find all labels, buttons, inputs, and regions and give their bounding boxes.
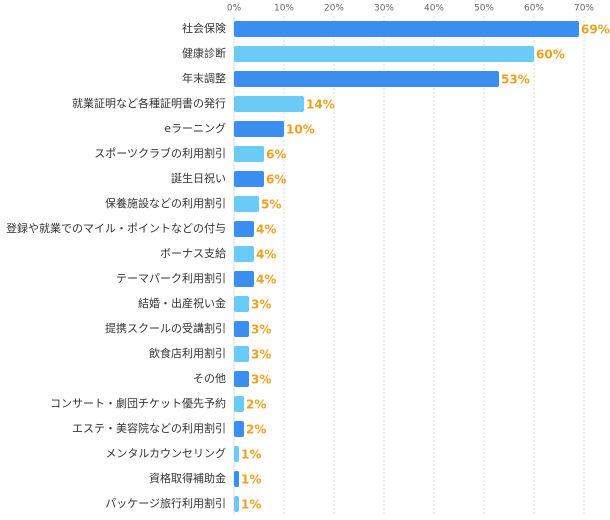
- bar: [234, 421, 244, 437]
- category-label: 誕生日祝い: [171, 171, 226, 185]
- category-label: 就業証明など各種証明書の発行: [72, 96, 226, 110]
- bar: [234, 496, 239, 512]
- bar: [234, 21, 579, 37]
- value-label: 69%: [581, 23, 610, 37]
- value-label: 6%: [266, 148, 286, 162]
- x-tick-label: 30%: [374, 4, 394, 14]
- bar: [234, 71, 499, 87]
- value-label: 60%: [536, 48, 565, 62]
- bar: [234, 471, 239, 487]
- category-label: 健康診断: [182, 46, 226, 60]
- category-label: パッケージ旅行利用割引: [105, 496, 226, 510]
- category-label: 社会保険: [182, 21, 226, 35]
- value-label: 4%: [256, 248, 276, 262]
- bar: [234, 96, 304, 112]
- category-label: 飲食店利用割引: [149, 346, 226, 360]
- value-label: 14%: [306, 98, 335, 112]
- category-label: メンタルカウンセリング: [105, 446, 226, 460]
- value-label: 1%: [241, 498, 261, 512]
- category-label: 登録や就業でのマイル・ポイントなどの付与: [6, 221, 226, 235]
- value-label: 53%: [501, 73, 530, 87]
- value-label: 5%: [261, 198, 281, 212]
- value-label: 1%: [241, 473, 261, 487]
- category-label: 結婚・出産祝い金: [138, 296, 226, 310]
- value-label: 1%: [241, 448, 261, 462]
- x-tick-label: 20%: [324, 4, 344, 14]
- value-label: 4%: [256, 223, 276, 237]
- category-label: その他: [193, 372, 226, 385]
- bar: [234, 446, 239, 462]
- category-label: eラーニング: [164, 121, 226, 135]
- value-label: 10%: [286, 123, 315, 137]
- bar: [234, 271, 254, 287]
- category-label: ボーナス支給: [160, 246, 226, 260]
- bar: [234, 121, 284, 137]
- category-label: 保養施設などの利用割引: [105, 196, 226, 210]
- bar: [234, 146, 264, 162]
- category-label: 提携スクールの受講割引: [105, 321, 226, 335]
- x-tick-label: 50%: [474, 4, 494, 14]
- value-label: 3%: [251, 373, 271, 387]
- value-label: 2%: [246, 398, 266, 412]
- bar: [234, 171, 264, 187]
- bar: [234, 196, 259, 212]
- bar: [234, 371, 249, 387]
- x-tick-label: 40%: [424, 4, 444, 14]
- bar: [234, 221, 254, 237]
- value-label: 4%: [256, 273, 276, 287]
- value-label: 6%: [266, 173, 286, 187]
- x-tick-label: 60%: [524, 4, 544, 14]
- bar: [234, 46, 534, 62]
- category-label: テーマパーク利用割引: [116, 271, 226, 285]
- category-label: スポーツクラブの利用割引: [94, 146, 226, 160]
- category-label: 資格取得補助金: [149, 471, 226, 485]
- bar: [234, 396, 244, 412]
- category-label: コンサート・劇団チケット優先予約: [50, 396, 226, 410]
- value-label: 3%: [251, 298, 271, 312]
- x-tick-label: 0%: [227, 4, 242, 14]
- bar: [234, 296, 249, 312]
- value-label: 2%: [246, 423, 266, 437]
- bar: [234, 246, 254, 262]
- category-label: 年末調整: [182, 71, 226, 85]
- x-tick-label: 70%: [574, 4, 594, 14]
- category-label: エステ・美容院などの利用割引: [72, 421, 226, 435]
- x-tick-label: 10%: [274, 4, 294, 14]
- value-label: 3%: [251, 323, 271, 337]
- bar: [234, 321, 249, 337]
- value-label: 3%: [251, 348, 271, 362]
- bar: [234, 346, 249, 362]
